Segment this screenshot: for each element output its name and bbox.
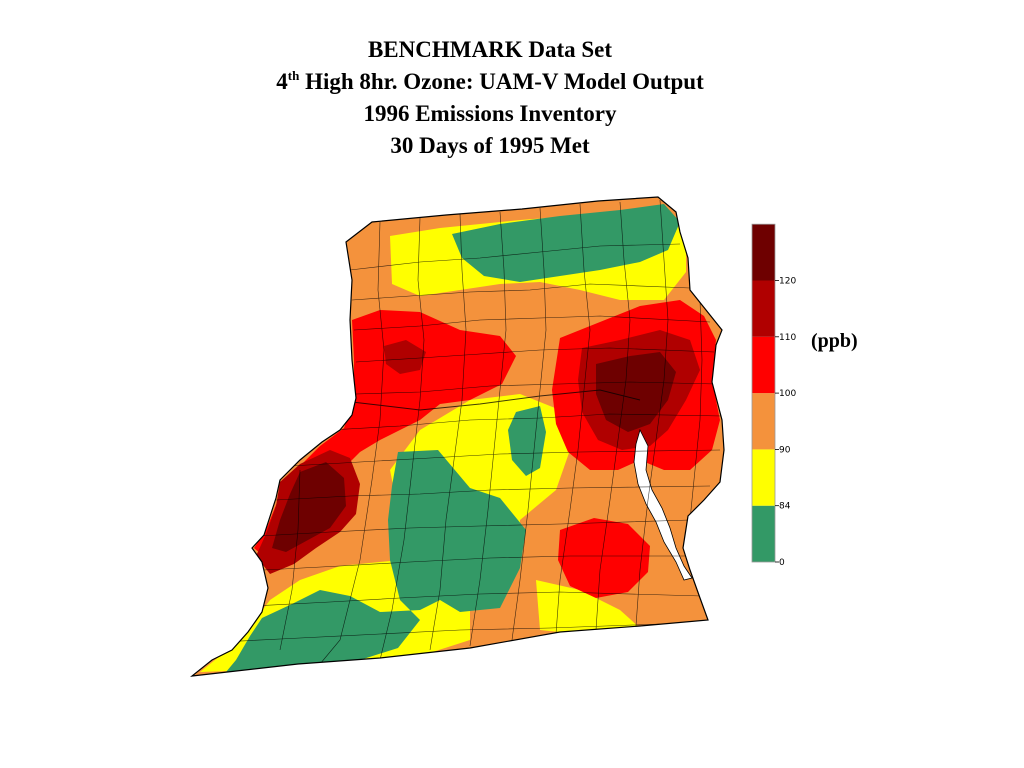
county-boundary-col bbox=[635, 199, 669, 627]
county-boundary-row bbox=[221, 623, 661, 643]
county-boundary-row bbox=[355, 347, 715, 363]
contour-120-plus-west bbox=[272, 462, 346, 552]
county-boundary-col bbox=[595, 201, 631, 631]
county-boundary-row bbox=[353, 315, 711, 331]
title-line-4: 30 Days of 1995 Met bbox=[390, 133, 590, 158]
county-boundary-row bbox=[329, 413, 723, 431]
map-title: BENCHMARK Data Set 4th High 8hr. Ozone: … bbox=[0, 34, 980, 162]
county-boundary-row bbox=[259, 519, 691, 537]
county-boundary-row bbox=[289, 449, 721, 467]
county-boundary-col bbox=[555, 203, 591, 635]
contour-0-84-north bbox=[452, 204, 680, 282]
county-boundary-row bbox=[275, 485, 711, 501]
county-boundary-col bbox=[379, 217, 425, 661]
county-boundary-row bbox=[351, 283, 691, 301]
title-line-2-text: High 8hr. Ozone: UAM-V Model Output bbox=[299, 69, 704, 94]
county-boundaries bbox=[221, 199, 723, 665]
legend-swatch bbox=[752, 505, 775, 562]
county-boundary-col bbox=[511, 207, 547, 641]
contour-120-plus-northeast bbox=[596, 352, 676, 432]
legend-swatch bbox=[752, 336, 775, 394]
county-boundary-col bbox=[687, 299, 703, 541]
title-line-2: 4th High 8hr. Ozone: UAM-V Model Output bbox=[0, 66, 980, 98]
county-boundary-row bbox=[355, 381, 717, 395]
legend-swatch bbox=[752, 280, 775, 337]
county-boundary-col bbox=[319, 221, 385, 665]
legend-tick-label: 90 bbox=[779, 445, 791, 455]
legend-tick-label: 120 bbox=[779, 277, 796, 287]
title-line-3: 1996 Emissions Inventory bbox=[363, 101, 617, 126]
county-boundary-row bbox=[251, 591, 703, 607]
legend-tick-label: 84 bbox=[779, 502, 791, 512]
title-line-1: BENCHMARK Data Set bbox=[367, 37, 613, 62]
legend-swatch bbox=[752, 393, 775, 450]
units-label: (ppb) bbox=[811, 330, 858, 352]
legend-tick-label: 110 bbox=[779, 333, 796, 343]
title-line-2-number: 4 bbox=[276, 69, 288, 94]
contour-0-84-central-south bbox=[226, 450, 526, 672]
county-boundary-col bbox=[429, 213, 467, 651]
region-outline bbox=[190, 196, 725, 677]
county-boundary-col bbox=[469, 211, 507, 647]
legend-tick-label: 0 bbox=[779, 558, 785, 568]
legend-swatch bbox=[752, 224, 775, 281]
legend-tick-label: 100 bbox=[779, 389, 796, 399]
county-boundary-col bbox=[279, 469, 301, 651]
contour-100-110-southeast bbox=[558, 518, 650, 598]
county-boundary-row bbox=[263, 555, 690, 571]
state-border bbox=[351, 389, 641, 411]
contour-84-90-southeast bbox=[536, 580, 640, 634]
county-boundary-row bbox=[349, 243, 681, 271]
contour-110-120-north bbox=[384, 340, 426, 374]
legend-swatch bbox=[752, 449, 775, 506]
title-line-2-superscript: th bbox=[287, 68, 300, 83]
